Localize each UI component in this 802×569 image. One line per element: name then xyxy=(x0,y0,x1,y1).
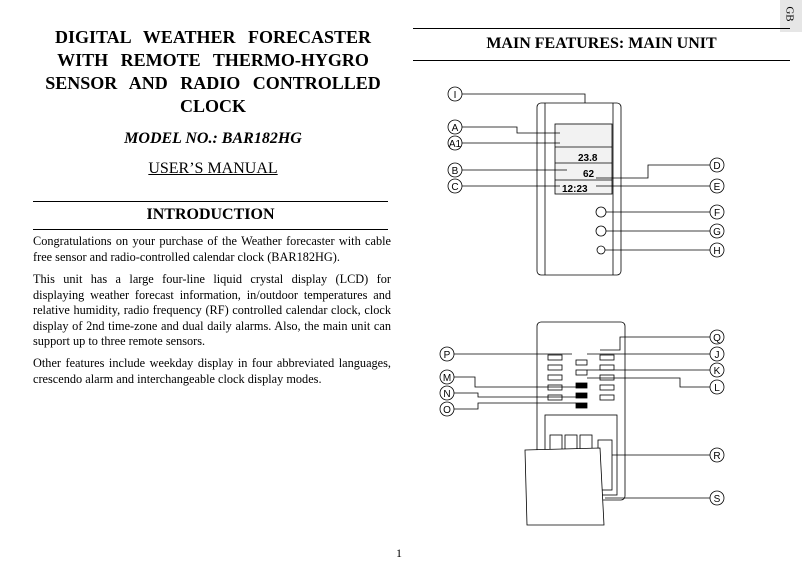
callout-g: G xyxy=(713,227,721,238)
page-number: 1 xyxy=(396,546,402,560)
max-min-button xyxy=(596,245,606,255)
title-line: SENSOR AND RADIO CONTROLLED xyxy=(45,73,381,93)
callout-p: P xyxy=(444,350,451,361)
lcd-screen xyxy=(554,123,613,195)
lcd-humidity: 62 xyxy=(583,169,595,180)
intro-paragraph: Other features include weekday display i… xyxy=(33,356,391,386)
document-title: DIGITAL WEATHER FORECASTER WITH REMOTE T… xyxy=(33,26,393,118)
title-line: DIGITAL WEATHER FORECASTER xyxy=(54,27,372,47)
divider xyxy=(413,60,790,61)
callout-f: F xyxy=(714,208,720,219)
lcd-time: 12:23 xyxy=(562,184,588,195)
callout-a: A xyxy=(452,123,459,134)
callout-e: E xyxy=(714,182,721,193)
callout-b: B xyxy=(452,166,459,177)
section-heading-introduction: INTRODUCTION xyxy=(146,206,275,223)
lcd-temperature: 23.8 xyxy=(578,153,598,164)
callout-c: C xyxy=(451,182,458,193)
battery-cover xyxy=(524,447,605,526)
divider xyxy=(33,229,388,230)
callout-r: R xyxy=(713,451,720,462)
model-number: MODEL NO.: BAR182HG xyxy=(124,130,302,147)
title-line: CLOCK xyxy=(179,96,246,116)
language-tab: GB xyxy=(780,0,802,32)
intro-paragraph: This unit has a large four-line liquid c… xyxy=(33,272,391,349)
callout-d: D xyxy=(713,161,720,172)
callout-q: Q xyxy=(713,333,721,344)
callout-h: H xyxy=(713,246,720,257)
title-line: WITH REMOTE THERMO-HYGRO xyxy=(57,50,369,70)
manual-heading: USER’S MANUAL xyxy=(33,160,393,178)
manual-label: USER’S MANUAL xyxy=(148,160,278,177)
callout-k: K xyxy=(714,366,721,377)
mode-button xyxy=(595,206,607,218)
divider xyxy=(33,201,388,202)
intro-paragraph: Congratulations on your purchase of the … xyxy=(33,234,391,264)
callout-s: S xyxy=(714,494,721,505)
section-heading-main-features: MAIN FEATURES: MAIN UNIT xyxy=(486,35,717,52)
callout-o: O xyxy=(443,405,451,416)
callout-l: L xyxy=(714,383,720,394)
alarm-button xyxy=(595,225,607,237)
callout-j: J xyxy=(715,350,720,361)
front-unit-body xyxy=(536,102,622,276)
divider xyxy=(413,28,790,29)
callout-i: I xyxy=(454,90,457,101)
callout-n: N xyxy=(443,389,450,400)
callout-a1: A1 xyxy=(449,139,462,150)
callout-m: M xyxy=(443,373,451,384)
